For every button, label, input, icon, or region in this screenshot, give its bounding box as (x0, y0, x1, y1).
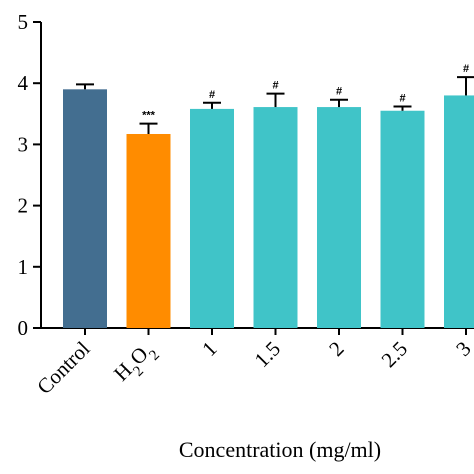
significance-marker: # (399, 92, 405, 104)
significance-markers-group: *** # # # # # (142, 63, 469, 122)
significance-marker: # (209, 89, 215, 101)
x-axis (40, 327, 474, 335)
bar (126, 133, 171, 328)
bar (380, 110, 425, 329)
y-tick-label: 0 (18, 316, 29, 340)
x-tick-label: Control (32, 336, 94, 398)
bars-group (63, 89, 474, 329)
bar (63, 89, 107, 328)
y-axis: 0 1 2 3 4 5 (18, 10, 42, 340)
significance-marker: # (336, 86, 342, 98)
y-tick-label: 5 (18, 10, 29, 34)
significance-marker: # (272, 80, 278, 92)
x-tick-label: 2.5 (377, 337, 413, 373)
x-tick-label: 1 (197, 337, 221, 361)
category-labels-group: Control H2O2 1 1.5 2 2.5 3 (32, 336, 474, 398)
y-tick-label: 4 (18, 71, 29, 95)
x-tick-label: 3 (451, 337, 474, 361)
significance-marker: # (463, 63, 469, 75)
y-tick-label: 1 (18, 255, 29, 279)
significance-marker: *** (142, 110, 156, 122)
x-tick-label: 2 (324, 337, 348, 361)
bar (253, 107, 298, 329)
error-bars-group (76, 76, 474, 134)
x-tick-label: 1.5 (250, 337, 286, 373)
bar (190, 108, 234, 329)
x-tick-label: H2O2 (109, 337, 163, 391)
y-tick-label: 2 (18, 194, 29, 218)
y-tick-label: 3 (18, 132, 29, 156)
x-axis-title: Concentration (mg/ml) (179, 437, 381, 462)
bar (444, 95, 474, 328)
bar (317, 107, 361, 329)
